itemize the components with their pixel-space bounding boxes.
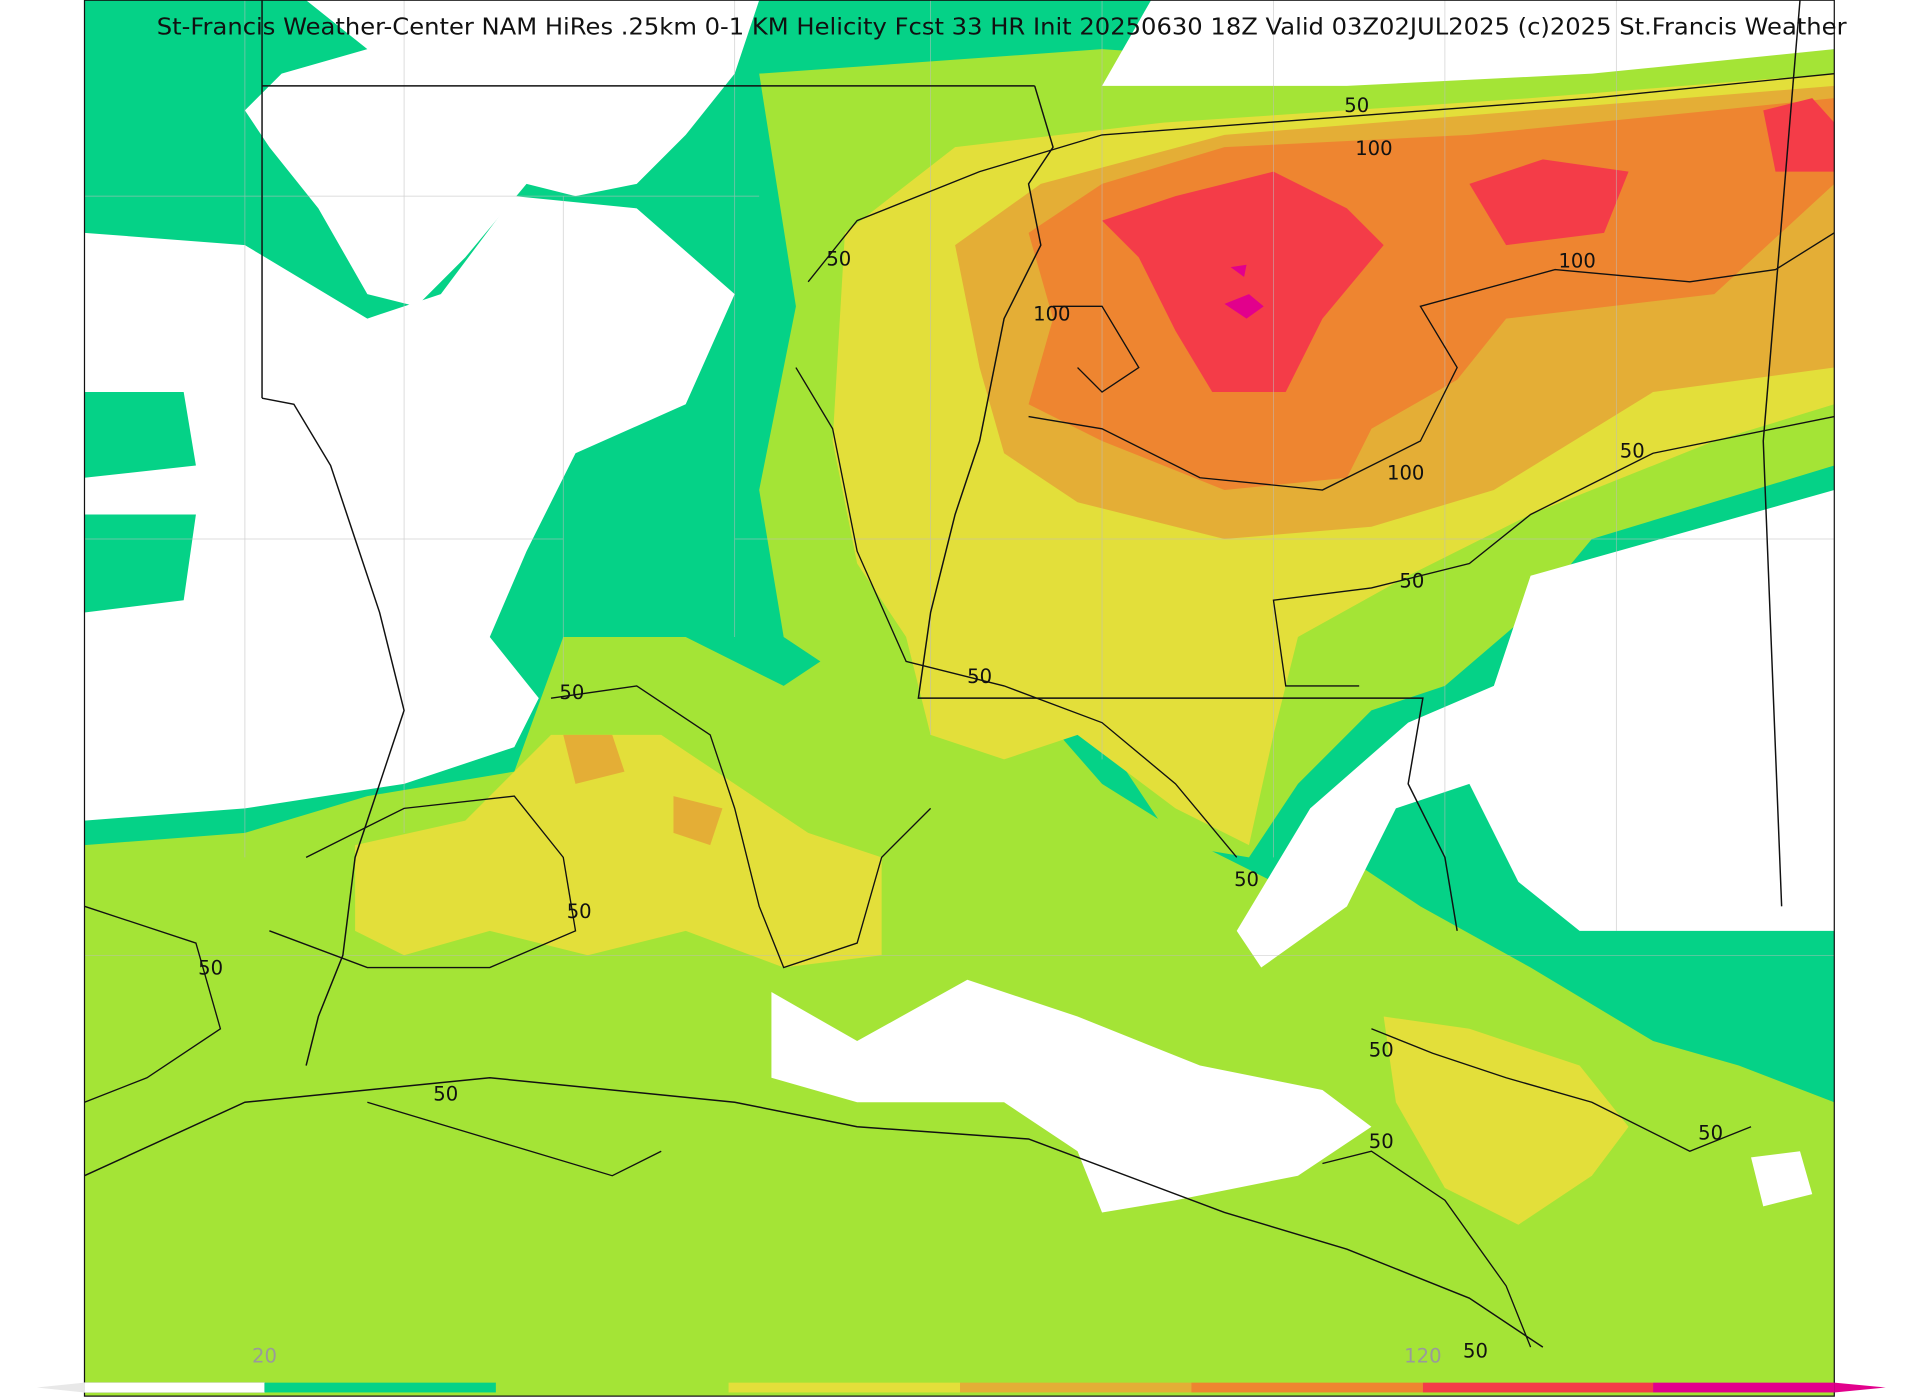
colorbar-label: 120	[1404, 1344, 1441, 1367]
field-yellow-west	[355, 734, 882, 968]
colorbar-segment	[728, 1382, 960, 1393]
colorbar-end	[36, 1382, 85, 1393]
contour-label: 50	[1369, 1038, 1394, 1061]
field-white-west	[84, 196, 735, 821]
contour-label: 50	[1234, 868, 1259, 891]
contour-label: 100	[1387, 462, 1424, 485]
colorbar-segment	[84, 1382, 265, 1393]
field-white-south	[771, 979, 1372, 1213]
contour-label: 50	[1344, 94, 1369, 117]
contour-label: 50	[1698, 1122, 1723, 1145]
state-borders	[84, 0, 1801, 1348]
contour-label: 50	[967, 665, 992, 688]
contour-label: 50	[559, 681, 584, 704]
colorbar-end	[1834, 1382, 1886, 1393]
field-white-east	[1236, 489, 1835, 968]
colorbar-label: 20	[252, 1344, 277, 1367]
field-white-ne	[1102, 0, 1835, 86]
contour-label: 50	[826, 247, 851, 270]
contour-labels: 50 100 100 50 100 100 50 50 50 50 50 50 …	[198, 94, 1723, 1362]
contour-label: 50	[433, 1082, 458, 1105]
helicity-contours	[84, 73, 1835, 1348]
contour-label: 100	[1355, 137, 1392, 160]
colorbar-segment	[264, 1382, 496, 1393]
plot-frame	[83, 0, 1835, 1397]
field-white-se	[1751, 1151, 1813, 1207]
field-red	[1102, 98, 1835, 393]
field-yellow-east	[1383, 1016, 1629, 1225]
field-magenta	[1224, 264, 1264, 319]
contour-label: 50	[567, 900, 592, 923]
contour-label: 100	[1033, 302, 1070, 325]
colorbar-segment	[1191, 1382, 1423, 1393]
colorbar: 20 120	[36, 1344, 1886, 1393]
colorbar-segment	[1653, 1382, 1835, 1393]
contour-label: 50	[1399, 569, 1424, 592]
colorbar-segment	[1422, 1382, 1654, 1393]
contour-label: 50	[1369, 1130, 1394, 1153]
field	[84, 0, 1835, 1397]
field-white-top	[84, 0, 760, 307]
contour-label: 100	[1558, 250, 1595, 273]
field-gold-west	[563, 734, 723, 846]
contour-label: 50	[198, 956, 223, 979]
county-lines	[84, 0, 1835, 956]
contour-label: 50	[1463, 1340, 1488, 1363]
map-title: St-Francis Weather-Center NAM HiRes .25k…	[157, 13, 1847, 40]
colorbar-segment	[960, 1382, 1192, 1393]
contour-label: 50	[1620, 440, 1645, 463]
colorbar-segment	[495, 1382, 729, 1393]
